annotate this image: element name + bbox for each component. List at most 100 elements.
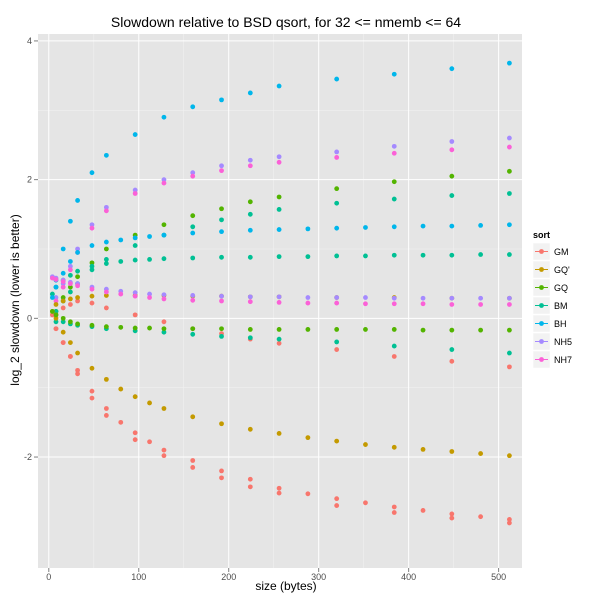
series-bh-point — [49, 295, 55, 300]
series-bm-point — [507, 191, 512, 196]
series-bh-point — [305, 226, 311, 232]
series-nh5-point — [67, 263, 73, 269]
series-bm-point — [478, 252, 484, 257]
series-nh7-point — [103, 208, 109, 214]
points-layer — [49, 60, 512, 526]
series-gq-point — [334, 327, 340, 332]
series-nh7-point — [103, 289, 109, 295]
series-gm-point — [449, 358, 455, 364]
series-gq-point — [89, 293, 95, 299]
series-gm-point — [334, 503, 340, 508]
series-bh-point — [449, 66, 455, 72]
series-nh5-point — [132, 290, 138, 296]
series-bm-point — [60, 319, 66, 325]
series-bm-point — [190, 331, 196, 337]
series-bm-point — [190, 255, 196, 261]
series-bm-point — [67, 289, 73, 295]
series-gq-point — [89, 260, 95, 266]
legend-point-nh7 — [539, 357, 544, 362]
series-bh-point — [75, 250, 80, 255]
series-nh7-point — [60, 279, 66, 284]
series-gq-point — [247, 199, 253, 205]
series-bm-point — [276, 336, 282, 342]
series-gq-point — [132, 325, 138, 331]
series-bm-point — [507, 252, 512, 257]
legend-label-bh: BH — [554, 319, 567, 329]
series-nh5-point — [391, 143, 397, 149]
legend: sort GM GQ' GQ BM BH NH5 NH7 — [532, 230, 572, 369]
series-gq-point — [75, 274, 80, 280]
series-bm-point — [391, 196, 397, 202]
series-nh7-point — [147, 295, 152, 300]
series-gq-point — [118, 324, 124, 330]
series-bm-point — [391, 343, 397, 349]
series-gm-point — [103, 413, 109, 418]
series-gq-point — [103, 324, 109, 330]
series-gm-point — [391, 510, 397, 515]
series-gq-point — [60, 329, 66, 335]
series-nh7-point — [334, 155, 340, 160]
legend-label-gm: GM — [554, 247, 569, 257]
series-bm-point — [219, 217, 224, 223]
series-gm-point — [103, 305, 109, 311]
series-nh5-point — [247, 294, 253, 300]
series-gm-point — [132, 437, 138, 443]
series-gq-point — [276, 194, 282, 200]
series-bm-point — [247, 211, 253, 217]
series-gm-point — [147, 439, 152, 445]
series-gq-point — [219, 206, 224, 212]
series-bm-point — [89, 267, 95, 273]
series-bh-point — [67, 259, 73, 264]
legend-point-bm — [539, 303, 544, 308]
series-bh-point — [276, 83, 282, 89]
x-tick-label: 0 — [46, 572, 51, 582]
series-gm-point — [391, 504, 397, 510]
series-gm-point — [449, 511, 455, 517]
series-bm-point — [247, 254, 253, 260]
series-nh7-point — [89, 225, 95, 231]
y-tick-label: 4 — [27, 36, 32, 46]
chart-title: Slowdown relative to BSD qsort, for 32 <… — [111, 14, 461, 30]
series-bh-point — [60, 270, 66, 276]
series-bh-point — [118, 237, 124, 243]
series-bh-point — [132, 132, 138, 137]
series-gq-point — [89, 365, 95, 371]
series-gq-point — [147, 325, 152, 331]
series-gm-point — [507, 364, 512, 370]
series-nh7-point — [132, 293, 138, 299]
series-nh5-point — [190, 170, 196, 176]
series-nh5-point — [75, 246, 80, 252]
series-gq-point — [478, 327, 484, 333]
series-gq-point — [75, 295, 80, 300]
grid-major — [38, 34, 522, 568]
series-gm-point — [219, 468, 224, 474]
series-nh7-point — [89, 286, 95, 292]
series-bm-point — [75, 268, 80, 274]
series-bm-point — [161, 329, 167, 335]
series-gq-point — [276, 327, 282, 332]
series-gq-point — [190, 414, 196, 420]
series-nh5-point — [449, 295, 455, 301]
series-gq-point — [449, 173, 455, 179]
series-gm-point — [507, 517, 512, 522]
series-gq-point — [67, 284, 73, 290]
series-bm-point — [219, 333, 224, 339]
series-gq-point — [391, 444, 397, 450]
series-nh5-point — [334, 149, 340, 155]
series-bh-point — [247, 227, 253, 233]
series-bh-point — [507, 60, 512, 66]
series-gq-point — [118, 386, 124, 392]
series-gm-point — [75, 298, 80, 304]
y-tick-label: 0 — [27, 313, 32, 323]
series-gq-point — [161, 406, 167, 411]
series-gm-point — [75, 367, 80, 373]
series-gq-point — [49, 309, 55, 314]
series-gq-point — [363, 442, 368, 447]
series-gm-point — [247, 484, 253, 490]
series-bm-point — [334, 339, 340, 345]
series-bh-point — [89, 170, 95, 176]
series-gq-point — [161, 326, 167, 332]
series-bh-point — [391, 71, 397, 77]
series-nh7-point — [391, 150, 397, 156]
series-gm-point — [132, 430, 138, 436]
